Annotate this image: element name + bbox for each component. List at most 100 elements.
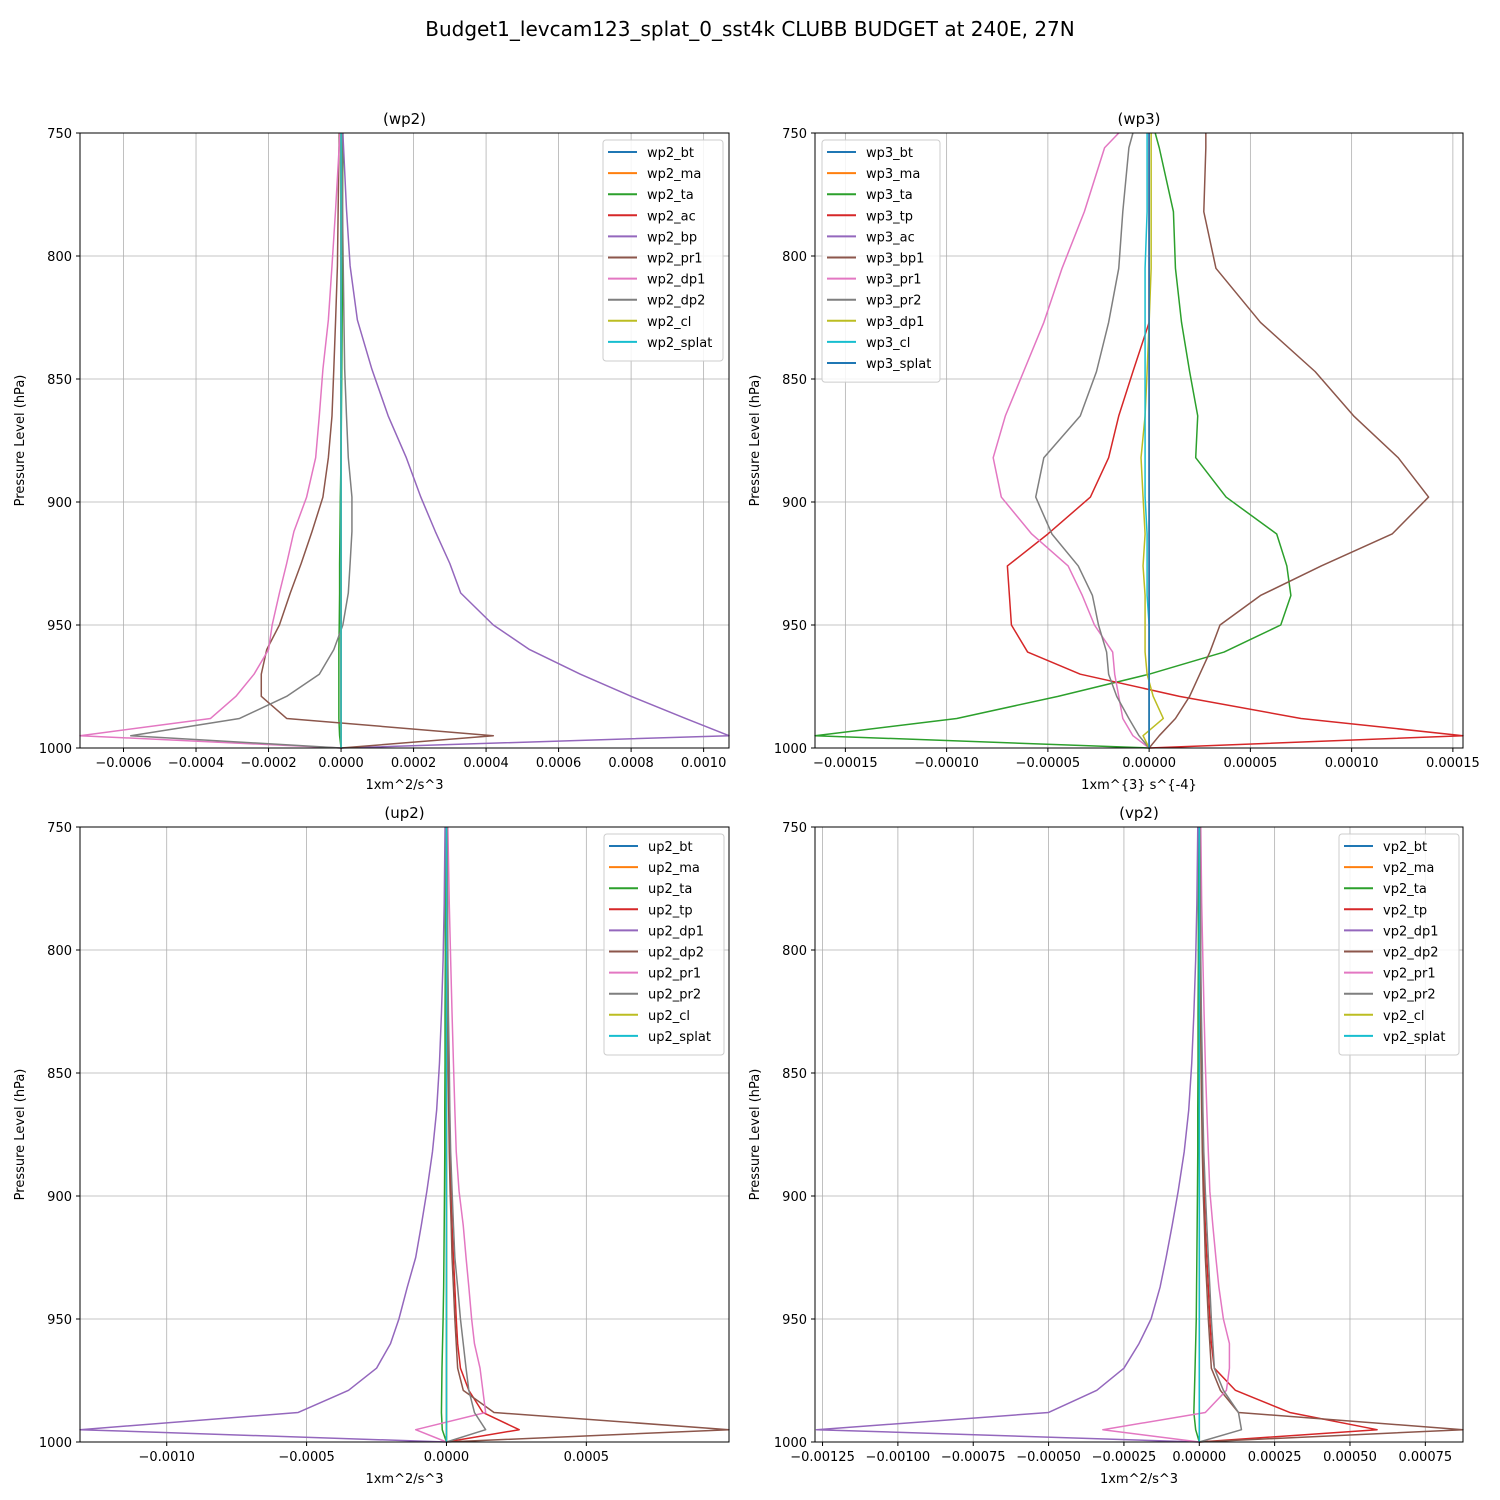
legend-entry: wp2_cl: [647, 315, 691, 330]
series-line-wp2_dp1: [79, 132, 342, 749]
y-tick-label: 950: [782, 619, 807, 634]
legend-box: [1338, 833, 1460, 1056]
legend-entry: vp2_ta: [1383, 882, 1427, 897]
legend-entry: up2_pr2: [648, 988, 701, 1003]
series-line-wp3_ta: [814, 132, 1292, 749]
y-tick-label: 900: [47, 496, 72, 511]
legend-entry: wp3_bp1: [866, 252, 924, 267]
axes-frame: [79, 132, 730, 749]
legend-entry: wp2_bp: [647, 230, 697, 245]
legend-entry: wp3_pr1: [866, 273, 922, 288]
panel-wp2: −0.0006 −0.0004 −0.0002 0.0000 0.0002 0.0004 0…: [13, 110, 730, 793]
y-axis-label: Pressure Level (hPa): [13, 1069, 28, 1201]
series-line-up2_ta: [440, 826, 448, 1443]
x-tick-label: 0.00075: [1398, 1450, 1452, 1465]
series-line-wp3_bp1: [1148, 133, 1430, 749]
x-tick-label: 0.00000: [1172, 1450, 1226, 1465]
legend-entry: up2_dp2: [648, 946, 704, 961]
y-tick-label: 750: [47, 127, 72, 142]
x-tick-label: 0.00000: [1122, 756, 1176, 771]
series-line-up2_dp1: [79, 826, 447, 1443]
legend-entry: wp2_ac: [647, 209, 696, 224]
x-tick-label: 0.00005: [1223, 756, 1277, 771]
y-tick-label: 800: [47, 250, 72, 265]
legend: vp2_bt vp2_ma vp2_ta vp2_tp vp2_dp1 vp2_dp2vp…: [1338, 833, 1460, 1056]
x-tick-label: −0.0005: [278, 1450, 334, 1465]
x-tick-label: 0.0000: [318, 756, 364, 771]
y-tick-label: 900: [782, 1190, 807, 1205]
y-tick-label: 850: [47, 1067, 72, 1082]
legend-entry: wp3_ta: [866, 188, 913, 203]
x-tick-label: −0.0010: [139, 1450, 195, 1465]
legend-entry: vp2_bt: [1383, 840, 1427, 855]
x-axis-label: 1xm^2/s^3: [1100, 1472, 1178, 1487]
y-tick-label: 750: [782, 127, 807, 142]
y-tick-label: 1000: [774, 742, 807, 757]
x-tick-label: −0.0004: [168, 756, 224, 771]
legend-entry: wp2_bt: [647, 146, 694, 161]
legend-entry: wp3_pr2: [866, 294, 922, 309]
legend: wp3_bt wp3_ma wp3_ta wp3_tp wp3_ac wp3_bp1 wp3…: [821, 139, 941, 383]
y-tick-label: 750: [47, 821, 72, 836]
x-tick-label: 0.0006: [536, 756, 582, 771]
y-axis-label: Pressure Level (hPa): [748, 375, 763, 507]
legend-entry: vp2_cl: [1383, 1009, 1424, 1024]
y-axis-label: Pressure Level (hPa): [748, 1069, 763, 1201]
series-line-wp2_ta: [338, 132, 344, 749]
series-line-up2_tp: [446, 826, 520, 1443]
series-line-up2_pr1: [414, 826, 487, 1443]
legend-entry: up2_cl: [648, 1009, 690, 1024]
legend-entry: vp2_dp2: [1383, 946, 1439, 961]
series-line-wp2_pr1: [260, 132, 495, 749]
figure-title: Budget1_levcam123_splat_0_sst4k CLUBB BU…: [425, 17, 1075, 41]
x-axis-label: 1xm^2/s^3: [365, 778, 443, 793]
panel-title: (wp3): [1117, 110, 1160, 128]
x-tick-label: 0.0005: [564, 1450, 610, 1465]
y-tick-label: 850: [782, 373, 807, 388]
legend-entry: wp3_cl: [866, 336, 910, 351]
x-tick-label: −0.00010: [914, 756, 979, 771]
x-tick-label: −0.0006: [95, 756, 151, 771]
legend-entry: up2_pr1: [648, 967, 701, 982]
x-tick-label: 0.0008: [608, 756, 654, 771]
legend-entry: up2_dp1: [648, 924, 704, 939]
legend-entry: vp2_splat: [1383, 1030, 1445, 1045]
x-tick-label: −0.00015: [813, 756, 878, 771]
legend-box: [602, 139, 724, 362]
series-line-vp2_pr1: [1102, 826, 1231, 1443]
series-line-up2_dp2: [445, 826, 730, 1443]
panel-title: (up2): [384, 804, 424, 822]
x-tick-label: 0.0000: [424, 1450, 470, 1465]
series-line-wp3_pr1: [992, 132, 1150, 749]
y-tick-label: 800: [47, 944, 72, 959]
legend-entry: vp2_dp1: [1383, 924, 1439, 939]
x-tick-label: 0.00050: [1323, 1450, 1377, 1465]
y-tick-label: 1000: [39, 1436, 72, 1451]
legend-entry: wp3_ac: [866, 230, 915, 245]
legend-entry: up2_tp: [648, 903, 693, 918]
panel-up2: −0.0010 −0.0005 0.0000 0.0005 750 800 850 900 95…: [13, 804, 730, 1487]
panel-wp3: −0.00015 −0.00010 −0.00005 0.00000 0.00005 0.…: [748, 110, 1480, 793]
legend-entry: up2_bt: [648, 840, 693, 855]
axes-frame: [814, 826, 1464, 1443]
x-axis-label: 1xm^{3} s^{-4}: [1081, 778, 1197, 793]
legend-entry: wp2_dp2: [647, 294, 705, 309]
legend-entry: wp3_dp1: [866, 315, 924, 330]
legend-entry: wp3_splat: [866, 357, 931, 372]
legend-entry: vp2_pr2: [1383, 988, 1436, 1003]
series-line-wp2_bp: [341, 132, 730, 749]
series-line-vp2_pr2: [1199, 826, 1243, 1443]
x-tick-label: −0.00005: [1016, 756, 1081, 771]
axes-frame: [814, 132, 1464, 749]
x-tick-label: −0.00025: [1092, 1450, 1157, 1465]
legend: wp2_bt wp2_ma wp2_ta wp2_ac wp2_bp wp2_pr1 wp2…: [602, 139, 724, 362]
y-tick-label: 800: [782, 944, 807, 959]
legend-entry: wp3_bt: [866, 146, 913, 161]
legend-entry: vp2_pr1: [1383, 967, 1436, 982]
y-tick-label: 850: [47, 373, 72, 388]
y-tick-label: 950: [47, 619, 72, 634]
y-tick-label: 900: [47, 1190, 72, 1205]
x-tick-label: 0.00010: [1325, 756, 1379, 771]
legend-entry: up2_splat: [648, 1030, 711, 1045]
x-tick-label: 0.0002: [391, 756, 437, 771]
